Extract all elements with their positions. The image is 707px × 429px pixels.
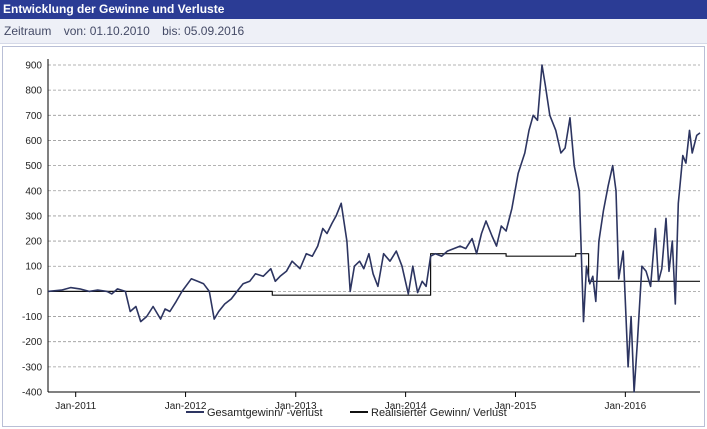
x-tick-label: Jan-2013: [275, 401, 317, 412]
y-tick-label: -300: [22, 362, 42, 373]
period-from: von: 01.10.2010: [63, 24, 150, 38]
y-tick-label: 500: [25, 161, 42, 172]
y-tick-label: 800: [25, 86, 42, 97]
y-tick-label: 400: [25, 186, 42, 197]
y-tick-label: 200: [25, 237, 42, 248]
x-tick-label: Jan-2012: [165, 401, 207, 412]
y-tick-label: 700: [25, 111, 42, 122]
x-tick-label: Jan-2014: [385, 401, 427, 412]
period-bar: Zeitraum von: 01.10.2010 bis: 05.09.2016: [0, 19, 707, 44]
widget-title: Entwicklung der Gewinne und Verluste: [0, 0, 707, 19]
period-label: Zeitraum: [4, 24, 52, 38]
y-tick-label: -400: [22, 388, 42, 399]
legend-label-realized[interactable]: Realisierter Gewinn/ Verlust: [371, 407, 507, 419]
series-line-total: [47, 64, 701, 393]
series-line-realized: [48, 253, 700, 296]
y-tick-label: 100: [25, 262, 42, 273]
x-tick-label: Jan-2016: [604, 401, 646, 412]
line-chart: -400 -300 -200 -100 0 100 200 300 400 500 600 700 80…: [22, 59, 701, 419]
chart-panel: -400 -300 -200 -100 0 100 200 300 400 500 600 700 80…: [2, 46, 705, 427]
legend-label-total[interactable]: Gesamtgewinn/ -verlust: [207, 407, 323, 419]
y-tick-label: 300: [25, 211, 42, 222]
y-tick-label: 900: [25, 61, 42, 72]
x-tick-label: Jan-2011: [55, 401, 96, 412]
y-tick-label: 0: [36, 287, 42, 298]
y-tick-label: -200: [22, 337, 42, 348]
x-tick-label: Jan-2015: [495, 401, 537, 412]
y-tick-label: -100: [22, 312, 42, 323]
y-tick-label: 600: [25, 136, 42, 147]
period-to: bis: 05.09.2016: [162, 24, 245, 38]
